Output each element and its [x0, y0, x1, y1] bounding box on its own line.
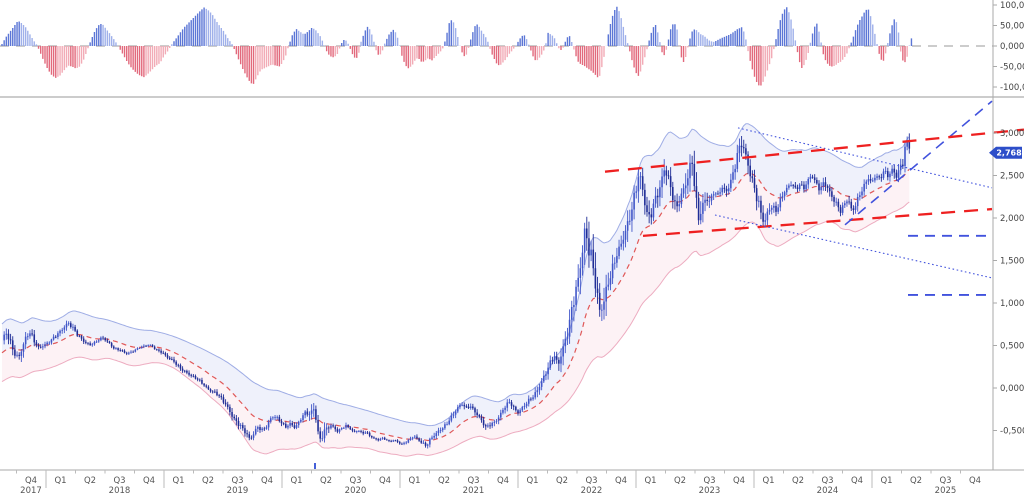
- osc-axis-label: 0,000: [1000, 42, 1024, 52]
- quarter-label: Q4: [379, 476, 391, 486]
- quarter-label: Q3: [349, 476, 361, 486]
- histogram-bars-negative: [37, 46, 906, 86]
- quarter-label: Q1: [762, 476, 774, 486]
- last-price-value: 2,768: [996, 149, 1022, 158]
- quarter-label: Q3: [113, 476, 125, 486]
- price-axis-label: 1,000: [1000, 299, 1024, 309]
- osc-axis-label: 100,000: [1000, 1, 1024, 11]
- quarter-label: Q1: [526, 476, 538, 486]
- quarter-label: Q1: [172, 476, 184, 486]
- last-price-marker: 2,768: [989, 146, 1022, 159]
- price-axis-label: 2,500: [1000, 172, 1024, 182]
- quarter-label: Q2: [202, 476, 214, 486]
- bollinger-upper-fill: [2, 123, 910, 441]
- quarter-label: Q3: [703, 476, 715, 486]
- histogram-bars-positive-light: [20, 8, 910, 46]
- quarter-label: Q4: [143, 476, 155, 486]
- bollinger-lower-fill: [2, 169, 910, 457]
- quarter-label: Q2: [320, 476, 332, 486]
- quarter-label: Q1: [54, 476, 66, 486]
- quarter-label: Q4: [25, 476, 37, 486]
- quarter-label: Q3: [939, 476, 951, 486]
- quarter-label: Q2: [910, 476, 922, 486]
- year-label: 2020: [345, 486, 367, 493]
- quarter-label: Q4: [261, 476, 273, 486]
- year-label: 2024: [817, 486, 839, 493]
- year-label: 2025: [935, 486, 957, 493]
- quarter-label: Q4: [969, 476, 981, 486]
- quarter-label: Q2: [792, 476, 804, 486]
- osc-axis-label: -50,000: [1000, 63, 1024, 73]
- quarter-label: Q3: [231, 476, 243, 486]
- quarter-label: Q4: [733, 476, 745, 486]
- trendline-resistance-channel-lower[interactable]: [642, 207, 993, 237]
- price-axis-label: 1,500: [1000, 257, 1024, 267]
- year-label: 2018: [109, 486, 131, 493]
- quarter-label: Q2: [556, 476, 568, 486]
- price-axis-label: 3,000: [1000, 129, 1024, 139]
- price-axis-label: -0,500: [1000, 427, 1024, 437]
- trendline-resistance-channel-upper[interactable]: [604, 128, 1024, 173]
- quarter-label: Q1: [644, 476, 656, 486]
- quarter-label: Q1: [880, 476, 892, 486]
- histogram-bars-positive: [1, 6, 913, 46]
- year-label: 2021: [463, 486, 485, 493]
- axes: [0, 0, 1024, 471]
- oscillator-panel[interactable]: [0, 6, 993, 86]
- price-panel[interactable]: [1, 100, 993, 457]
- price-axis-label: 2,000: [1000, 214, 1024, 224]
- quarter-label: Q2: [84, 476, 96, 486]
- trendline-rising-support-dashed[interactable]: [844, 100, 993, 226]
- year-label: 2022: [581, 486, 603, 493]
- quarter-label: Q2: [674, 476, 686, 486]
- quarter-label: Q3: [585, 476, 597, 486]
- trendline-wedge-lower-dotted[interactable]: [714, 214, 993, 279]
- last-price-tag: [989, 146, 1022, 159]
- osc-axis-label: 50,000: [1000, 22, 1024, 32]
- trendline-wedge-upper-dotted[interactable]: [737, 127, 993, 189]
- quarter-label: Q1: [408, 476, 420, 486]
- quarter-label: Q3: [467, 476, 479, 486]
- quarter-label: Q1: [290, 476, 302, 486]
- year-label: 2019: [227, 486, 249, 493]
- year-label: 2017: [20, 486, 42, 493]
- year-label: 2023: [699, 486, 721, 493]
- quarter-label: Q4: [497, 476, 509, 486]
- price-axis-label: 0,000: [1000, 384, 1024, 394]
- quarter-label: Q4: [851, 476, 863, 486]
- quarter-label: Q4: [615, 476, 627, 486]
- right-axis[interactable]: 100,000 50,000 0,000 -50,000 -100,000 3,000 2,…: [993, 1, 1024, 437]
- quarter-label: Q3: [821, 476, 833, 486]
- price-axis-label: 0,500: [1000, 342, 1024, 352]
- quarter-label: Q2: [438, 476, 450, 486]
- histogram-bars-negative-light: [57, 46, 908, 82]
- osc-axis-label: -100,000: [1000, 83, 1024, 93]
